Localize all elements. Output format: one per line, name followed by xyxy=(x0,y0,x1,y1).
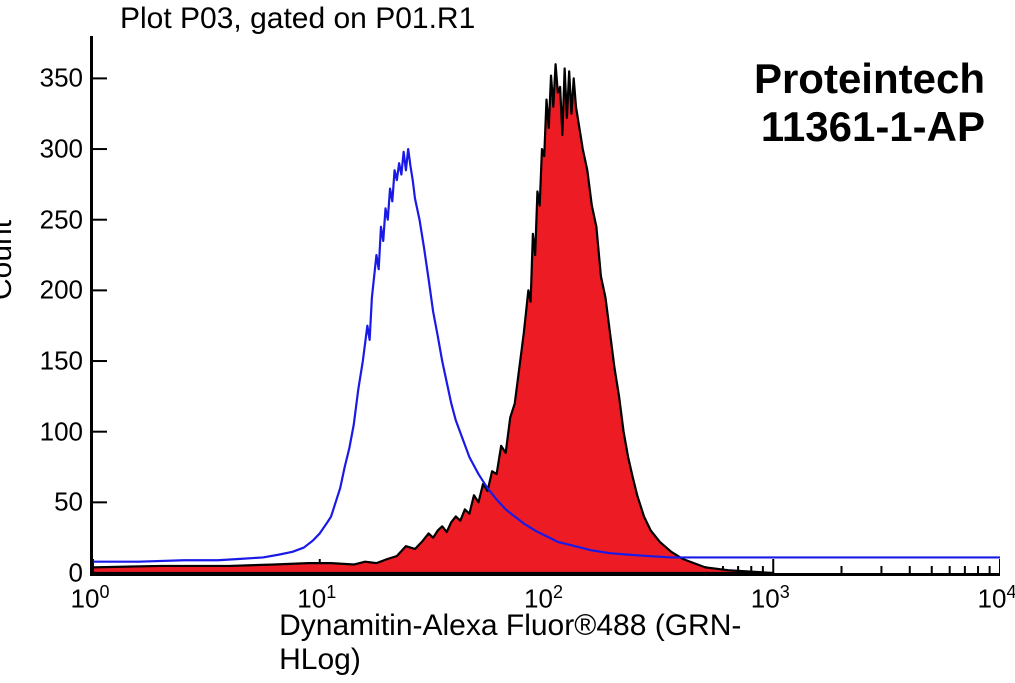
ytick-label: 350 xyxy=(13,63,83,94)
chart-container: Plot P03, gated on P01.R1 Count Dynamiti… xyxy=(0,0,1015,683)
xtick-label: 102 xyxy=(524,582,563,615)
plot-title: Plot P03, gated on P01.R1 xyxy=(120,2,475,36)
plot-area xyxy=(90,36,1000,576)
ytick-label: 250 xyxy=(13,204,83,235)
ytick-label: 100 xyxy=(13,416,83,447)
xtick-label: 101 xyxy=(297,582,336,615)
xtick-label: 100 xyxy=(71,582,110,615)
ytick-label: 150 xyxy=(13,346,83,377)
xtick-label: 103 xyxy=(751,582,790,615)
ytick-label: 300 xyxy=(13,134,83,165)
xtick-label: 104 xyxy=(978,582,1015,615)
ytick-label: 50 xyxy=(13,487,83,518)
x-axis-label: Dynamitin-Alexa Fluor®488 (GRN-HLog) xyxy=(279,609,787,677)
ytick-label: 200 xyxy=(13,275,83,306)
chart-svg xyxy=(93,36,1000,573)
